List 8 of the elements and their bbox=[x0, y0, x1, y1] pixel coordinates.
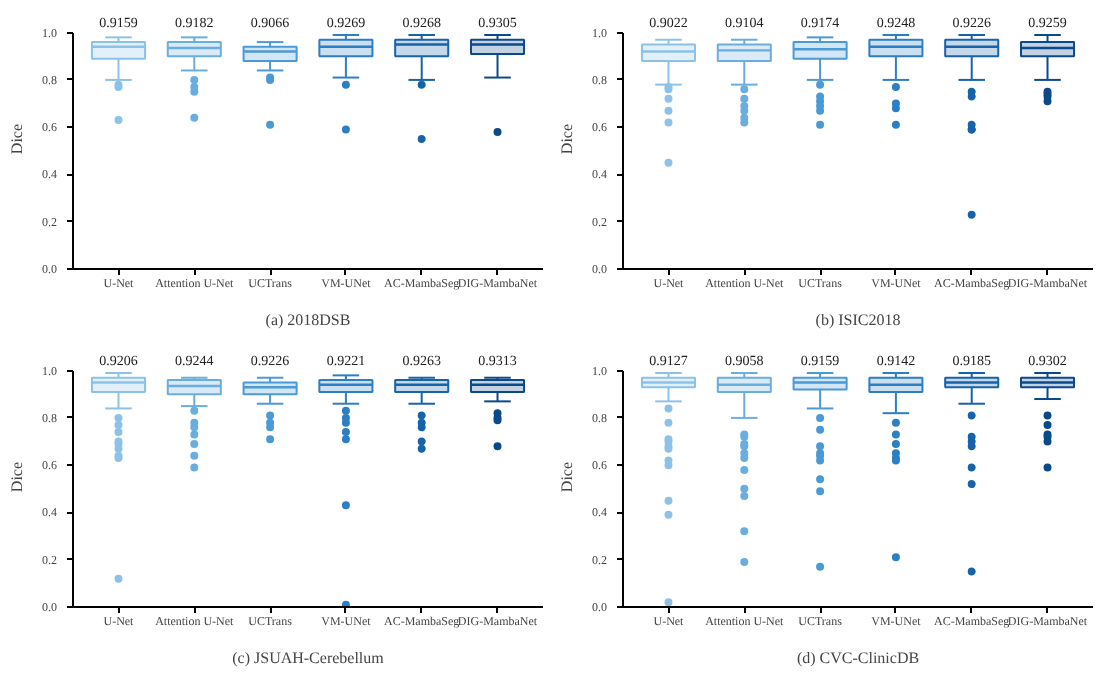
text: (c) JSUAH-Cerebellum bbox=[232, 649, 386, 667]
text: (a) 2018DSB bbox=[265, 311, 351, 329]
y-axis-title: Dice bbox=[8, 461, 26, 493]
y-axis-title: Dice bbox=[8, 123, 26, 155]
text: (b) ISIC2018 bbox=[815, 311, 901, 329]
y-axis-title: Dice bbox=[558, 461, 576, 493]
y-axis-title: Dice bbox=[558, 123, 576, 155]
text: (d) CVC-ClinicDB bbox=[796, 649, 920, 667]
